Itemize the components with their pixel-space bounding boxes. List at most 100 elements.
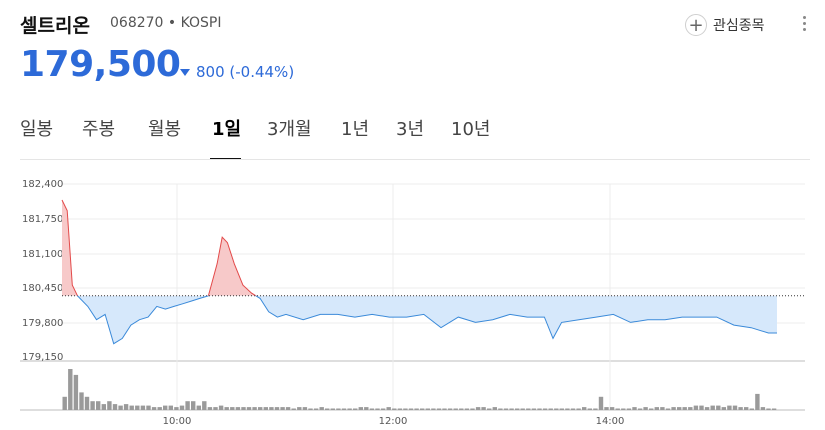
tab-3-years[interactable]: 3년 (396, 119, 425, 140)
volume-bar (96, 401, 101, 410)
volume-bar (386, 407, 391, 410)
y-tick-label: 180,450 (22, 283, 63, 294)
plus-icon: + (685, 14, 707, 36)
y-tick-label: 181,750 (22, 214, 63, 225)
price-line-down (76, 295, 777, 345)
volume-bar (146, 405, 151, 410)
volume-bar (487, 408, 492, 410)
volume-bar (224, 407, 229, 410)
volume-bar (643, 407, 648, 410)
volume-bar (503, 408, 509, 410)
volume-bar (509, 408, 514, 410)
volume-bar (174, 407, 179, 410)
volume-bar (84, 396, 90, 410)
stock-header: 셀트리온 068270 • KOSPI + 관심종목 (20, 10, 810, 40)
volume-bar (397, 408, 403, 410)
tab-daily[interactable]: 일봉 (20, 119, 54, 140)
volume-bar (179, 405, 185, 410)
volume-bar (185, 401, 190, 410)
volume-bar (241, 407, 246, 410)
volume-bar (73, 374, 79, 410)
volume-bar (621, 408, 626, 410)
volume-bar (744, 407, 749, 410)
x-tick-label: 10:00 (163, 416, 192, 427)
more-options-icon[interactable] (800, 14, 808, 36)
volume-bar (520, 408, 525, 410)
volume-bar (749, 408, 754, 410)
volume-bar (325, 408, 330, 410)
volume-bar (230, 407, 235, 410)
volume-bar (341, 408, 347, 410)
volume-bar (531, 408, 537, 410)
volume-bar (246, 407, 252, 410)
tab-1-year[interactable]: 1년 (341, 119, 370, 140)
price-layer (61, 199, 805, 345)
volume-bar (727, 405, 732, 410)
volume-bar (537, 408, 542, 410)
current-price: 179,500 (20, 44, 181, 85)
volume-bar (140, 405, 146, 410)
volume-bar (297, 407, 302, 410)
price-area-down (62, 295, 777, 344)
tabs-divider (20, 159, 810, 160)
volume-bar (710, 405, 715, 410)
tab-1-day[interactable]: 1일 (212, 119, 242, 140)
volume-bar (107, 401, 112, 410)
volume-bar (135, 405, 140, 410)
y-tick-label: 181,100 (22, 249, 63, 260)
volume-bar (196, 405, 201, 410)
price-row: 179,500 800 (-0.44%) (20, 44, 520, 90)
volume-bar (380, 408, 386, 410)
volume-bar (330, 408, 335, 410)
volume-bar (615, 408, 620, 410)
price-area-up (62, 200, 256, 296)
volume-bar (157, 407, 162, 410)
volume-bar (688, 407, 693, 410)
tab-weekly[interactable]: 주봉 (82, 119, 116, 140)
volume-bar (151, 407, 157, 410)
x-axis-labels: 10:00 12:00 14:00 (163, 416, 625, 427)
volume-bar (660, 407, 665, 410)
stock-name: 셀트리온 (20, 15, 90, 37)
volume-bar (587, 408, 592, 410)
y-tick-label: 179,150 (22, 352, 63, 363)
price-change: 800 (-0.44%) (180, 63, 294, 81)
volume-bar (766, 408, 771, 410)
volume-bar (235, 407, 241, 410)
volume-bar (475, 407, 481, 410)
volume-bar (313, 408, 319, 410)
volume-bar (609, 407, 615, 410)
volume-bar (79, 392, 84, 410)
volume-bar (637, 408, 643, 410)
volume-bar (704, 407, 710, 410)
volume-bar (218, 405, 224, 410)
volume-bar (269, 407, 274, 410)
volume-bar (492, 407, 497, 410)
volume-bar (604, 407, 609, 410)
add-favorite-button[interactable]: + 관심종목 (685, 11, 765, 39)
volume-bar (431, 408, 436, 410)
volume-bar (168, 405, 173, 410)
volume-bar (302, 407, 308, 410)
volume-bar (738, 407, 743, 410)
volume-bar (598, 396, 604, 410)
volume-bar (369, 408, 375, 410)
volume-bar (213, 407, 218, 410)
volume-bar (677, 407, 682, 410)
volume-bar (464, 408, 470, 410)
volume-bar (498, 408, 503, 410)
volume-bar (665, 408, 671, 410)
tab-monthly[interactable]: 월봉 (148, 119, 182, 140)
volume-bar (68, 369, 73, 410)
volume-bar (755, 393, 760, 410)
volume-bar (364, 407, 369, 410)
volume-bar (280, 407, 285, 410)
volume-bar (291, 408, 296, 410)
tab-10-years[interactable]: 10년 (451, 119, 491, 140)
volume-bar (570, 408, 576, 410)
tab-3-months[interactable]: 3개월 (267, 119, 312, 140)
volume-bar (207, 407, 213, 410)
volume-layer (62, 369, 777, 410)
price-line-up (61, 199, 257, 296)
